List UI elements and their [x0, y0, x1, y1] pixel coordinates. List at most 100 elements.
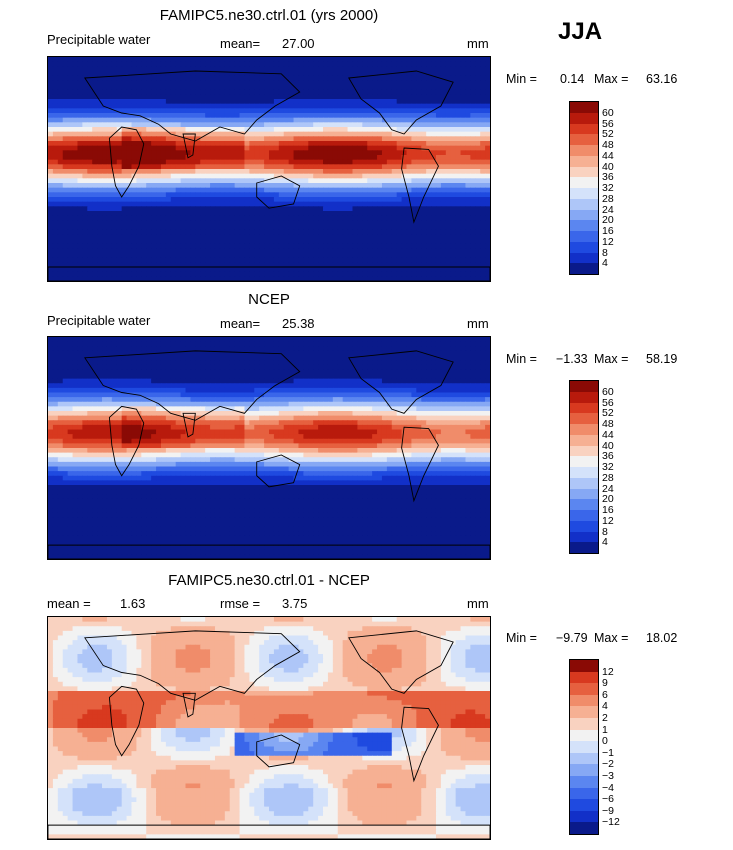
map-cell: [308, 136, 314, 142]
map-cell: [308, 239, 314, 245]
map-cell: [283, 350, 290, 357]
map-cell: [82, 57, 88, 63]
map-cell: [259, 122, 265, 128]
map-cell: [332, 169, 339, 175]
map-cell: [116, 131, 123, 137]
map-cell: [106, 201, 113, 207]
map-cell: [102, 253, 108, 259]
map-cell: [259, 103, 265, 109]
map-cell: [327, 94, 334, 100]
map-cell: [234, 80, 241, 86]
map-cell: [435, 131, 442, 137]
map-cell: [480, 262, 486, 268]
map-cell: [48, 169, 54, 175]
map-cell: [421, 341, 427, 347]
map-cell: [293, 94, 300, 100]
map-cell: [308, 145, 314, 151]
map-cell: [367, 127, 373, 133]
map-cell: [160, 61, 167, 67]
map-cell: [327, 145, 334, 151]
map-cell: [205, 201, 211, 207]
map-cell: [77, 66, 83, 72]
map-cell: [313, 257, 319, 263]
map-cell: [431, 178, 437, 184]
map-cell: [102, 145, 108, 151]
map-cell: [180, 253, 187, 259]
map-cell: [445, 103, 452, 109]
map-cell: [303, 350, 309, 357]
map-cell: [278, 225, 285, 231]
map-cell: [234, 341, 241, 347]
map-cell: [377, 113, 383, 119]
map-cell: [303, 239, 309, 245]
map-cell: [323, 211, 329, 217]
map-cell: [72, 145, 79, 151]
map-cell: [175, 201, 182, 207]
map-cell: [97, 75, 103, 81]
map-cell: [87, 71, 93, 77]
map-cell: [214, 145, 221, 151]
map-cell: [396, 155, 403, 161]
map-cell: [406, 355, 413, 361]
map-cell: [367, 187, 373, 193]
map-cell: [327, 360, 334, 366]
map-cell: [367, 192, 373, 198]
map-cell: [170, 248, 177, 254]
map-cell: [151, 355, 157, 361]
map-cell: [386, 248, 393, 254]
map-cell: [426, 57, 432, 63]
map-cell: [151, 234, 157, 240]
map-cell: [480, 80, 486, 86]
map-cell: [416, 248, 422, 254]
map-cell: [185, 122, 192, 128]
map-cell: [254, 164, 260, 170]
map-cell: [323, 364, 329, 370]
map-cell: [102, 136, 108, 142]
map-cell: [269, 346, 275, 352]
map-cell: [106, 155, 113, 161]
map-cell: [367, 253, 373, 259]
map-cell: [475, 346, 481, 352]
map-cell: [283, 141, 290, 147]
map-cell: [293, 159, 300, 165]
map-cell: [450, 355, 457, 361]
map-cell: [273, 178, 280, 184]
map-cell: [416, 211, 422, 217]
map-cell: [332, 192, 339, 198]
map-cell: [269, 145, 275, 151]
map-cell: [254, 234, 260, 240]
map-cell: [234, 75, 241, 81]
map-cell: [381, 155, 388, 161]
map-cell: [406, 103, 413, 109]
map-cell: [249, 183, 255, 189]
map-cell: [151, 169, 157, 175]
map-cell: [450, 239, 457, 245]
map-cell: [465, 113, 471, 119]
map-cell: [97, 164, 103, 170]
map-cell: [386, 225, 393, 231]
map-cell: [288, 108, 295, 114]
map-cell: [406, 141, 413, 147]
map-cell: [214, 61, 221, 67]
map-cell: [372, 131, 378, 137]
map-cell: [141, 239, 147, 245]
map-cell: [308, 267, 314, 273]
map-cell: [234, 136, 241, 142]
map-cell: [77, 159, 83, 165]
map-cell: [283, 85, 290, 91]
map-cell: [426, 145, 432, 151]
map-cell: [170, 215, 177, 221]
map-cell: [440, 108, 447, 114]
map-cell: [288, 215, 295, 221]
map-cell: [97, 122, 103, 128]
map-cell: [126, 61, 133, 67]
map-cell: [102, 117, 108, 123]
map-cell: [254, 75, 260, 81]
map-cell: [337, 225, 344, 231]
map-cell: [475, 136, 481, 142]
map-cell: [367, 108, 373, 114]
map-cell: [269, 206, 275, 212]
map-cell: [239, 85, 246, 91]
map-cell: [308, 229, 314, 235]
map-cell: [151, 197, 157, 203]
